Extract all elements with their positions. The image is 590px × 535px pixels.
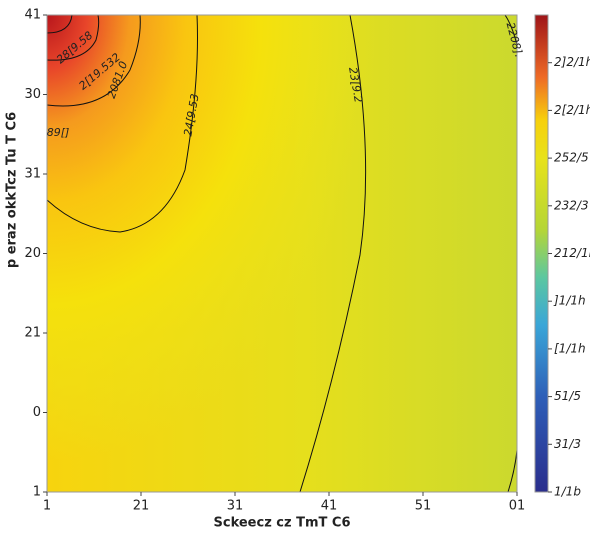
colorbar-tick-label: 31/3: [554, 437, 581, 451]
colorbar-tick-label: 1/1b: [554, 485, 581, 499]
x-tick-label: 21: [133, 499, 150, 514]
colorbar-tick-label: 2[2/1h: [554, 103, 590, 117]
x-tick-label: 41: [321, 499, 338, 514]
x-tick-label: 1: [43, 499, 51, 514]
colorbar-tick-label: 232/3: [554, 198, 589, 212]
contour-field: [47, 15, 517, 492]
y-tick-label: 0: [33, 405, 41, 420]
contour-label: 89[]: [47, 126, 70, 139]
x-tick-label: 31: [227, 499, 244, 514]
y-axis-label: p eraz okkTcz Tu T C6: [5, 112, 20, 268]
y-tick-label: 31: [24, 167, 41, 182]
colorbar-tick-label: 212/1b: [554, 246, 590, 260]
y-tick-label: 30: [24, 87, 41, 102]
contour-label: 23[9.2: [346, 66, 365, 104]
x-tick-label: 51: [415, 499, 432, 514]
colorbar: [534, 14, 549, 493]
y-tick-label: 1: [33, 485, 41, 500]
y-tick-label: 20: [24, 246, 41, 261]
colorbar-tick-label: 51/5: [554, 389, 581, 403]
y-tick-label: 41: [24, 8, 41, 23]
x-tick-label: 01: [509, 499, 526, 514]
colorbar-tick-label: [1/1h: [554, 341, 586, 355]
x-axis-label: Sckeecz cz TmT C6: [214, 516, 351, 531]
y-tick-label: 21: [24, 326, 41, 341]
colorbar-tick-label: 252/5: [554, 151, 589, 165]
colorbar-tick-label: ]1/1h: [553, 294, 586, 308]
colorbar-tick-label: 2]2/1h: [554, 55, 590, 69]
